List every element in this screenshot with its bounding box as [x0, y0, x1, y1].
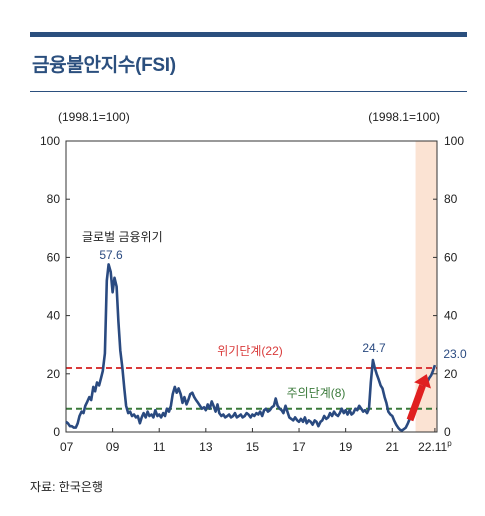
x-tick-label: 19	[339, 440, 353, 454]
y-tick-label-left: 60	[47, 250, 61, 264]
projection-shade	[415, 141, 437, 432]
y-tick-label-left: 0	[53, 425, 60, 439]
y-tick-label-right: 60	[444, 250, 458, 264]
y-tick-label-left: 20	[47, 367, 61, 381]
unit-note-left: (1998.1=100)	[58, 110, 130, 124]
unit-note-right: (1998.1=100)	[368, 110, 440, 124]
caution-threshold-label: 주의단계(8)	[287, 386, 346, 400]
gfc-peak-value: 57.6	[99, 248, 123, 262]
x-tick-label: 15	[246, 440, 260, 454]
x-tick-label: 09	[106, 440, 120, 454]
x-tick-label: 17	[292, 440, 306, 454]
y-tick-label-right: 80	[444, 192, 458, 206]
gfc-annotation: 글로벌 금융위기	[82, 230, 163, 244]
top-accent-bar	[30, 32, 467, 37]
plot-frame	[65, 140, 438, 433]
rise-arrow-shaft	[406, 384, 426, 422]
figure-title: 금융불안지수(FSI)	[32, 55, 176, 76]
y-tick-label-right: 20	[444, 367, 458, 381]
crisis-threshold-label: 위기단계(22)	[217, 344, 283, 358]
y-tick-label-right: 100	[444, 134, 464, 148]
covid-peak-value: 24.7	[362, 341, 386, 355]
x-tick-label: 11	[153, 440, 166, 454]
x-tick-label: 21	[386, 440, 400, 454]
x-tick-label: 22.11p	[418, 439, 452, 454]
rise-arrow-head	[414, 374, 431, 389]
x-tick-label: 07	[60, 440, 74, 454]
rise-arrow	[406, 374, 431, 422]
y-tick-label-left: 100	[40, 134, 60, 148]
title-divider	[30, 91, 467, 92]
y-tick-label-right: 40	[444, 309, 458, 323]
source-note: 자료: 한국은행	[30, 480, 103, 494]
x-tick-label: 13	[199, 440, 213, 454]
y-tick-label-left: 40	[47, 309, 61, 323]
fsi-series-line	[65, 263, 437, 432]
y-tick-label-left: 80	[47, 192, 61, 206]
y-tick-label-right: 0	[444, 425, 451, 439]
latest-value: 23.0	[443, 347, 467, 361]
